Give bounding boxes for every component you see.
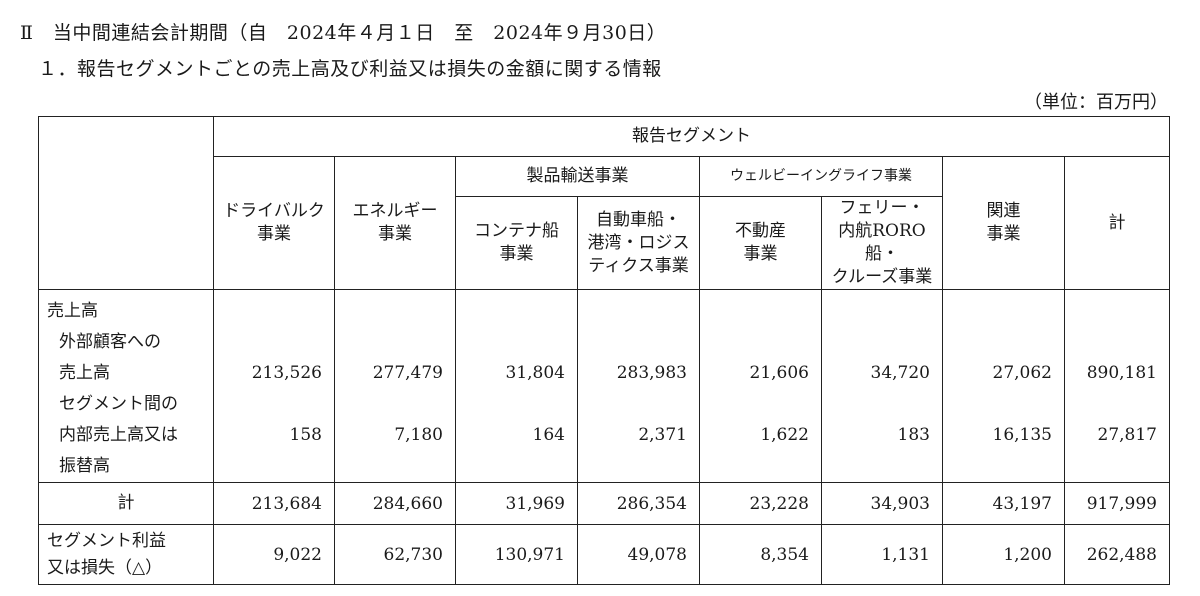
- cell-profit: 1,131: [821, 524, 943, 585]
- subgroup-header-wellbeing-life: ウェルビーイングライフ事業: [699, 156, 943, 197]
- col-header-total: 計: [1064, 156, 1170, 290]
- cell-total: 213,684: [213, 482, 335, 525]
- cell-total: 917,999: [1064, 482, 1170, 525]
- cell-internal: 158: [289, 425, 322, 445]
- cell-internal: 2,371: [638, 425, 687, 445]
- row-labels-sales: 売上高 外部顧客への 売上高 セグメント間の 内部売上高又は 振替高: [38, 289, 214, 483]
- cell-profit: 8,354: [699, 524, 822, 585]
- cell-internal: 1,622: [760, 425, 809, 445]
- row-label-profit: セグメント利益 又は損失（△）: [38, 524, 214, 585]
- cell-profit: 1,200: [942, 524, 1065, 585]
- cell-external: 283,983: [616, 363, 687, 383]
- col-header-energy: エネルギー 事業: [334, 156, 456, 290]
- cell-external: 890,181: [1086, 363, 1157, 383]
- period-heading: Ⅱ 当中間連結会計期間（自 2024年４月１日 至 2024年９月30日）: [20, 22, 667, 44]
- cell-internal: 27,817: [1097, 425, 1157, 445]
- corner-cell: [38, 116, 214, 290]
- cell-external: 27,062: [992, 363, 1052, 383]
- col-header-car-carrier: 自動車船・ 港湾・ロジス ティクス事業: [577, 196, 700, 290]
- cell-profit: 9,022: [213, 524, 335, 585]
- col-header-real-estate: 不動産 事業: [699, 196, 822, 290]
- group-header-reporting-segment: 報告セグメント: [213, 116, 1170, 157]
- cell-profit: 49,078: [577, 524, 700, 585]
- cell-internal: 16,135: [992, 425, 1052, 445]
- cell-profit: 130,971: [455, 524, 578, 585]
- col-header-dry-bulk: ドライバルク 事業: [213, 156, 335, 290]
- cell-external: 213,526: [251, 363, 322, 383]
- cell-total: 23,228: [699, 482, 822, 525]
- cell-internal: 7,180: [394, 425, 443, 445]
- cell-internal: 164: [532, 425, 565, 445]
- cell-profit: 262,488: [1064, 524, 1170, 585]
- cell-total: 286,354: [577, 482, 700, 525]
- cell-total: 31,969: [455, 482, 578, 525]
- cell-external: 34,720: [870, 363, 930, 383]
- cell-total: 43,197: [942, 482, 1065, 525]
- cell-external: 277,479: [372, 363, 443, 383]
- section-title: １．報告セグメントごとの売上高及び利益又は損失の金額に関する情報: [38, 58, 662, 80]
- cell-external: 31,804: [505, 363, 565, 383]
- subgroup-header-product-transport: 製品輸送事業: [455, 156, 700, 197]
- col-header-related: 関連 事業: [942, 156, 1065, 290]
- row-label-internal: セグメント間の: [59, 394, 178, 414]
- segment-table: 報告セグメント ドライバルク 事業 エネルギー 事業 製品輸送事業 ウェルビーイング…: [38, 116, 1170, 585]
- cell-total: 34,903: [821, 482, 943, 525]
- cell-total: 284,660: [334, 482, 456, 525]
- row-label-total: 計: [38, 482, 214, 525]
- row-label-sales: 売上高: [47, 301, 98, 321]
- cell-profit: 62,730: [334, 524, 456, 585]
- col-header-container: コンテナ船 事業: [455, 196, 578, 290]
- cell-external: 21,606: [749, 363, 809, 383]
- row-label-external: 外部顧客への: [59, 332, 161, 352]
- unit-label: （単位：百万円）: [1024, 92, 1168, 113]
- col-header-ferry: フェリー・ 内航RORO船・ クルーズ事業: [821, 196, 943, 290]
- cell-internal: 183: [897, 425, 930, 445]
